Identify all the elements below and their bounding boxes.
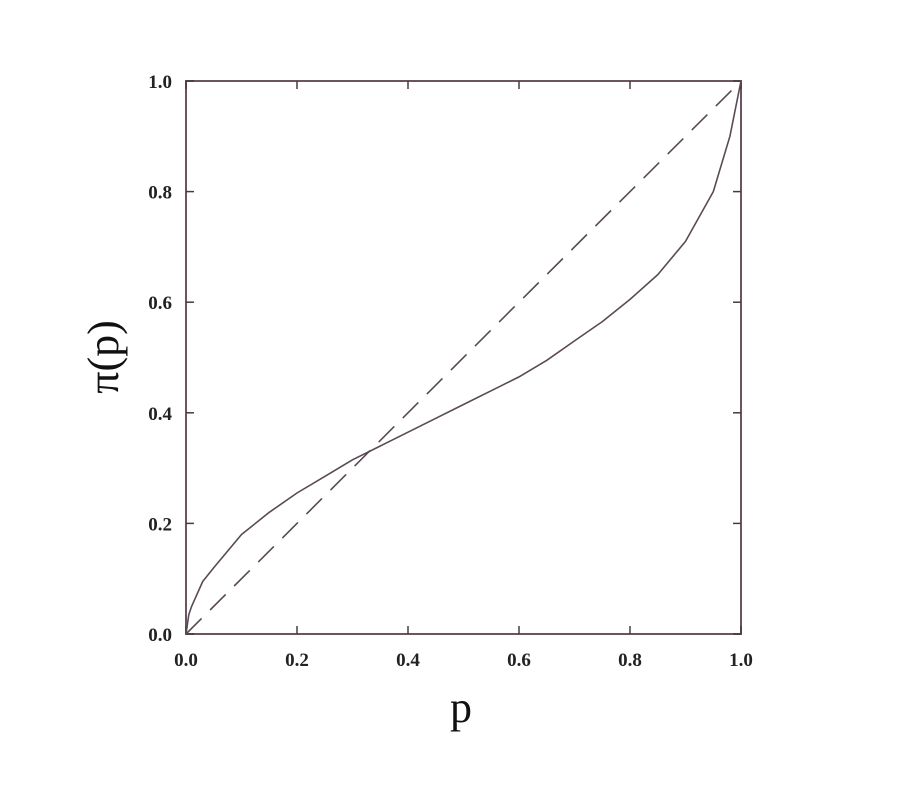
x-tick-label: 0.8 (618, 650, 642, 671)
weighting-curve (185, 80, 742, 635)
diagonal-reference-line (185, 80, 742, 635)
x-tick-label: 0.4 (396, 650, 420, 671)
y-tick-label: 0.2 (148, 514, 172, 535)
x-tick-label: 0.2 (285, 650, 309, 671)
x-tick-label: 0.6 (507, 650, 531, 671)
y-tick-label: 0.6 (148, 293, 172, 314)
y-tick-label: 0.0 (148, 625, 172, 646)
x-tick-label: 1.0 (729, 650, 753, 671)
y-tick-label: 0.8 (148, 183, 172, 204)
y-axis-title: π(p) (79, 320, 128, 394)
x-tick-label: 0.0 (174, 650, 198, 671)
y-tick-label: 1.0 (148, 72, 172, 93)
x-axis-title: p (450, 683, 472, 732)
plot-frame (185, 80, 742, 635)
y-tick-label: 0.4 (148, 404, 172, 425)
